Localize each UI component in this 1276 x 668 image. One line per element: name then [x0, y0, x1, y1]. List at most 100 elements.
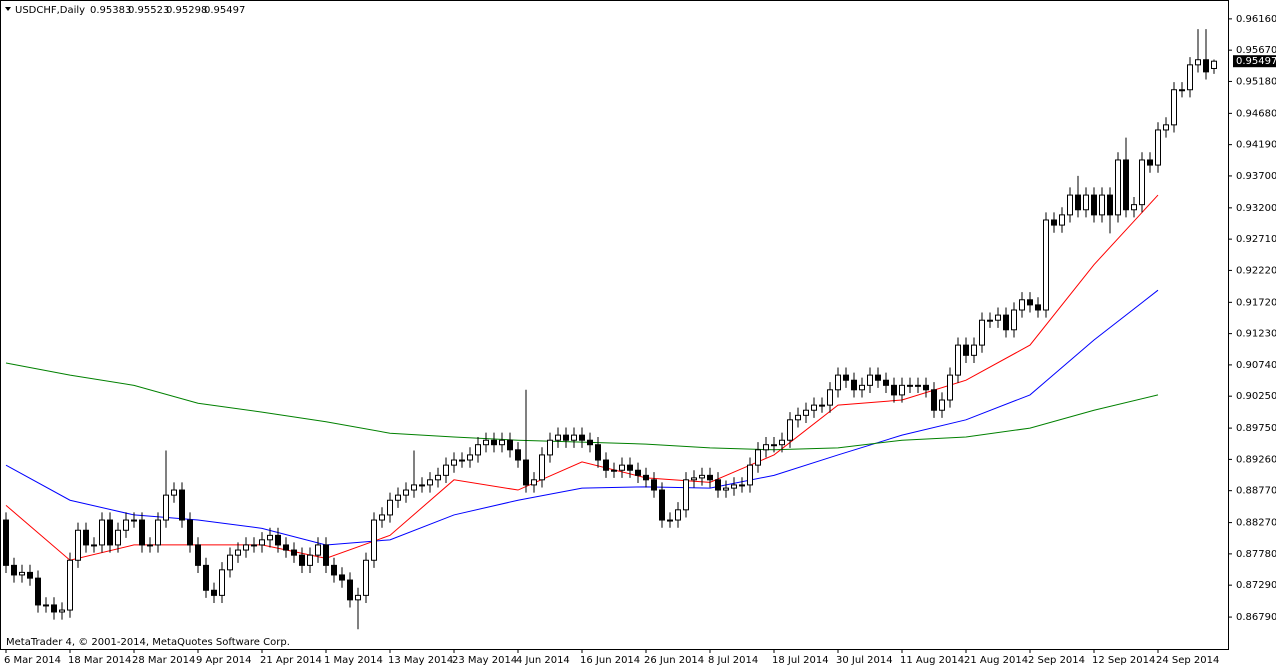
candle-body	[859, 384, 865, 391]
y-tick-label: 0.93700	[1236, 171, 1276, 182]
candle-body	[443, 464, 449, 476]
candle-body	[91, 544, 97, 547]
candle-body	[995, 314, 1001, 321]
candle-body	[747, 464, 753, 486]
candle-body	[923, 384, 929, 391]
candle-body	[795, 414, 801, 421]
x-tick-label: 2 Sep 2014	[1028, 655, 1085, 666]
candle-body	[499, 439, 505, 446]
candle-body	[147, 544, 153, 547]
candle-body	[523, 459, 529, 486]
candle-body	[595, 444, 601, 461]
x-tick-label: 11 Aug 2014	[900, 655, 964, 666]
candle-body	[155, 519, 161, 546]
candle-body	[1083, 194, 1089, 211]
candle-body	[563, 434, 569, 441]
x-tick-label: 18 Mar 2014	[68, 655, 131, 666]
y-tick-label: 0.90740	[1236, 360, 1276, 371]
y-tick-label: 0.96160	[1236, 14, 1276, 25]
candle-body	[547, 439, 553, 456]
candle-body	[1027, 299, 1033, 306]
candle-body	[1011, 309, 1017, 331]
candle-body	[459, 459, 465, 462]
candle-body	[787, 419, 793, 441]
candle-body	[395, 494, 401, 501]
candle-body	[907, 384, 913, 387]
candle-body	[427, 479, 433, 486]
candle-body	[651, 479, 657, 491]
header-open: 0.95383	[90, 5, 131, 16]
candle-body	[1067, 194, 1073, 216]
candle-body	[539, 454, 545, 481]
candle-body	[251, 544, 257, 547]
candle-body	[699, 474, 705, 479]
candle-body	[1131, 204, 1137, 211]
x-tick-label: 24 Sep 2014	[1156, 655, 1219, 666]
candle-body	[67, 559, 73, 611]
candle-body	[691, 477, 697, 481]
candle-body	[899, 384, 905, 396]
candle-body	[1187, 64, 1193, 91]
candle-body	[387, 499, 393, 516]
candle-body	[299, 554, 305, 566]
candle-body	[451, 459, 457, 466]
candle-body	[947, 374, 953, 401]
x-tick-label: 6 Mar 2014	[4, 655, 61, 666]
candle-body	[43, 604, 49, 607]
plot-frame	[0, 0, 1229, 650]
chart-title: USDCHF,Daily	[15, 5, 85, 16]
candle-body	[131, 519, 137, 522]
candle-body	[587, 439, 593, 446]
candle-body	[435, 474, 441, 481]
candle-body	[779, 439, 785, 446]
y-tick-label: 0.93200	[1236, 203, 1276, 214]
candle-body	[291, 549, 297, 556]
candle-body	[1203, 59, 1209, 73]
candle-body	[739, 484, 745, 487]
moving-average	[5, 289, 1159, 546]
candle-body	[763, 444, 769, 451]
candle-body	[1003, 314, 1009, 331]
candle-body	[59, 609, 65, 613]
candle-body	[51, 604, 57, 613]
header-low: 0.95298	[166, 5, 207, 16]
candle-body	[371, 519, 377, 561]
header-close: 0.95497	[204, 5, 245, 16]
candle-body	[139, 519, 145, 546]
candle-body	[683, 479, 689, 511]
candle-body	[179, 489, 185, 521]
candle-body	[1123, 159, 1129, 211]
y-tick-label: 0.95180	[1236, 76, 1276, 87]
x-tick-label: 8 Jul 2014	[708, 655, 758, 666]
header-high: 0.95523	[128, 5, 169, 16]
y-tick-label: 0.95670	[1236, 45, 1276, 56]
candle-body	[411, 484, 417, 491]
candle-body	[1139, 159, 1145, 206]
candle-body	[819, 404, 825, 407]
candle-body	[339, 574, 345, 581]
candle-body	[883, 379, 889, 386]
candle-body	[283, 544, 289, 551]
candle-body	[571, 434, 577, 441]
candle-body	[467, 454, 473, 461]
candle-body	[243, 544, 249, 551]
x-tick-label: 13 May 2014	[388, 655, 453, 666]
candle-body	[603, 459, 609, 471]
x-tick-label: 12 Sep 2014	[1092, 655, 1155, 666]
x-tick-label: 4 Jun 2014	[516, 655, 570, 666]
candle-body	[1211, 60, 1217, 69]
candle-body	[363, 559, 369, 596]
candle-body	[203, 564, 209, 591]
candle-body	[307, 554, 313, 566]
x-tick-label: 18 Jul 2014	[772, 655, 829, 666]
candle-body	[171, 489, 177, 496]
x-tick-label: 21 Aug 2014	[964, 655, 1028, 666]
candle-body	[419, 484, 425, 487]
candle-body	[259, 539, 265, 546]
candle-body	[803, 409, 809, 416]
y-tick-label: 0.89260	[1236, 454, 1276, 465]
y-tick-label: 0.87290	[1236, 580, 1276, 591]
y-tick-label: 0.94190	[1236, 140, 1276, 151]
y-tick-label: 0.88770	[1236, 486, 1276, 497]
